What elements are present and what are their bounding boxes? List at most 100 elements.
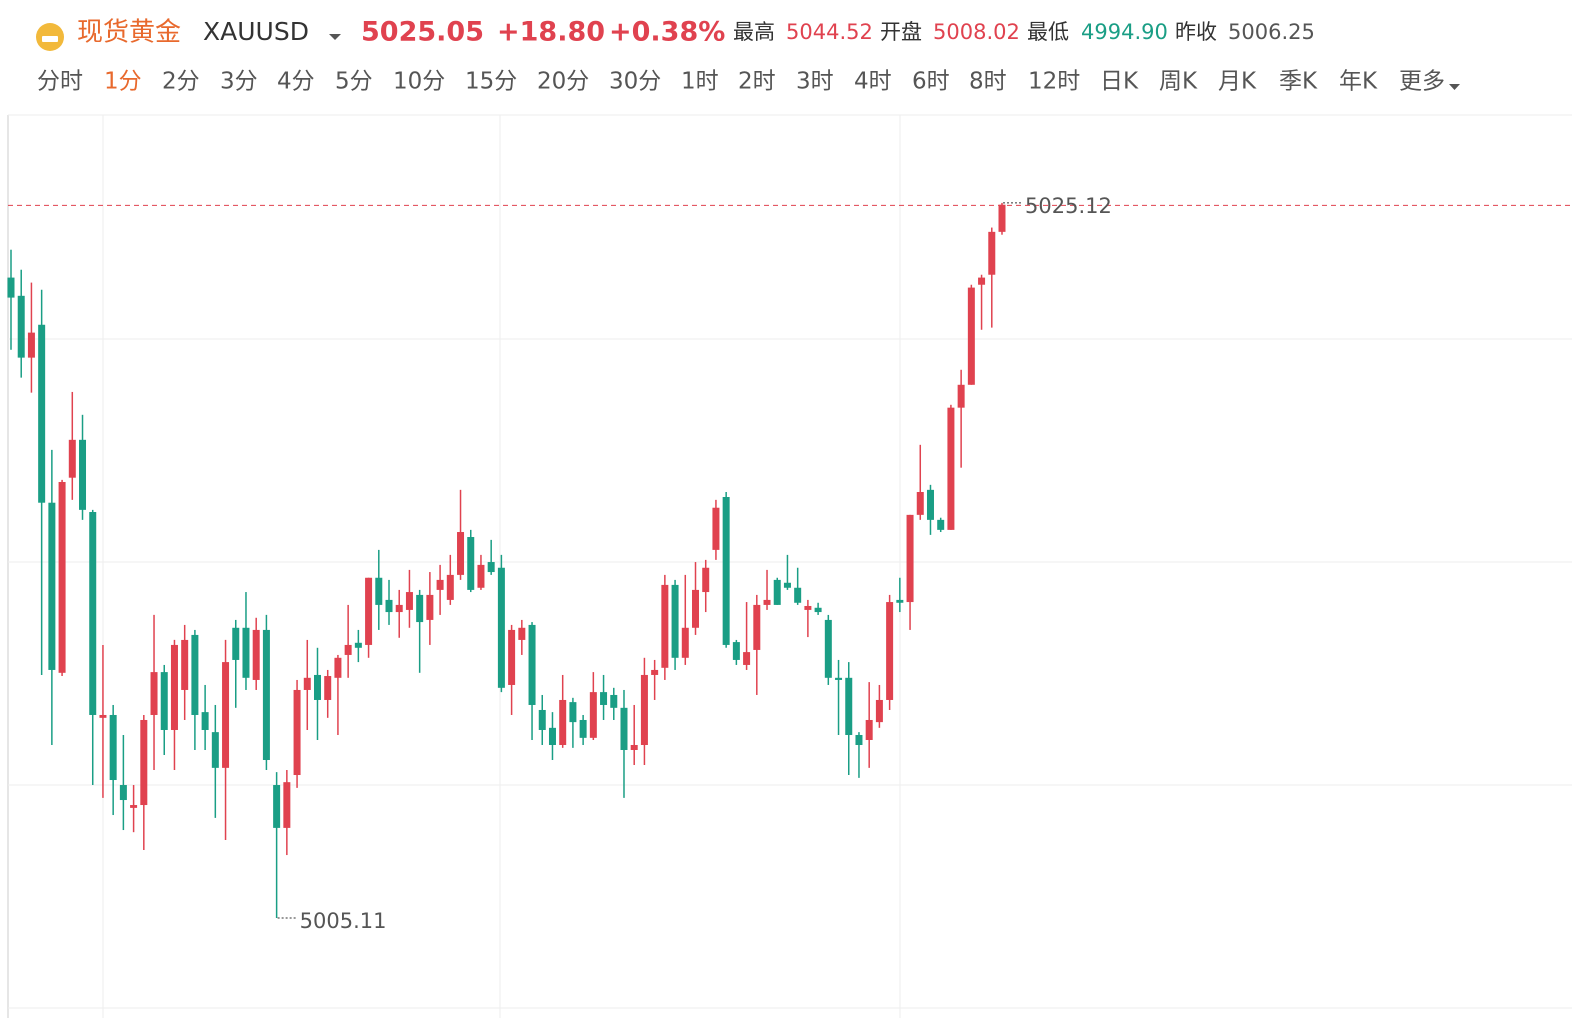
extreme-label: 5005.11: [300, 909, 387, 933]
candle-body: [559, 699, 567, 745]
candle-body: [17, 295, 25, 358]
candle-body: [68, 439, 76, 478]
candle-body: [947, 407, 955, 530]
stat-value: 5044.52: [786, 20, 873, 44]
candle-body: [375, 577, 383, 605]
timeframe-tab[interactable]: 2时: [738, 69, 776, 95]
gold-icon-bar: [42, 36, 58, 42]
candle-body: [201, 712, 209, 730]
candle-body: [395, 604, 403, 613]
candle-body: [978, 277, 986, 285]
candle-body: [99, 714, 107, 718]
candle-body: [548, 727, 556, 745]
candle-body: [313, 674, 321, 700]
candle-body: [671, 584, 679, 658]
candle-body: [497, 567, 505, 688]
timeframe-tab[interactable]: 15分: [465, 69, 517, 95]
extreme-label: 5025.12: [1025, 194, 1112, 218]
timeframe-tab[interactable]: 3时: [796, 69, 834, 95]
candle-body: [926, 489, 934, 520]
timeframe-tab[interactable]: 年K: [1339, 69, 1378, 95]
candle-body: [906, 514, 914, 603]
candle-body: [814, 607, 822, 613]
price: 5025.05: [361, 17, 484, 48]
more-caret[interactable]: [1449, 84, 1460, 90]
candle-body: [702, 567, 710, 593]
candle-body: [344, 644, 352, 655]
timeframe-tab[interactable]: 更多: [1399, 69, 1445, 95]
candle-body: [957, 384, 965, 408]
candle-body: [426, 594, 434, 620]
candle-body: [405, 592, 413, 610]
candle-body: [119, 785, 127, 801]
candle-body: [130, 805, 138, 808]
symbol[interactable]: XAUUSD: [203, 17, 309, 46]
candle-body: [160, 672, 168, 730]
timeframe-tab[interactable]: 5分: [335, 69, 373, 95]
timeframe-tab[interactable]: 6时: [912, 69, 950, 95]
timeframe-tab[interactable]: 2分: [162, 69, 200, 95]
candle-body: [538, 709, 546, 730]
candle-body: [293, 689, 301, 776]
timeframe-tab[interactable]: 20分: [537, 69, 589, 95]
candle-body: [528, 624, 536, 705]
candle-body: [436, 579, 444, 590]
timeframe-tab[interactable]: 季K: [1279, 69, 1318, 95]
candle-body: [477, 564, 485, 588]
candle-body: [692, 589, 700, 628]
timeframe-tab[interactable]: 日K: [1100, 69, 1139, 95]
instrument-name: 现货黄金: [77, 18, 181, 48]
stat-label: 开盘: [880, 20, 922, 44]
candle-body: [804, 605, 812, 610]
timeframe-tab[interactable]: 30分: [609, 69, 661, 95]
candle-body: [283, 782, 291, 828]
change: +18.80: [497, 17, 605, 48]
candle-body: [385, 599, 393, 613]
candle-body: [988, 231, 996, 275]
candle-body: [252, 629, 260, 680]
stat-label: 最高: [733, 20, 775, 44]
candle-body: [896, 599, 904, 603]
candle-body: [845, 677, 853, 735]
candle-body: [211, 732, 219, 768]
timeframe-tab[interactable]: 10分: [393, 69, 445, 95]
candle-body: [712, 507, 720, 550]
candle-body: [753, 604, 761, 650]
candle-body: [763, 599, 771, 605]
candle-body: [232, 627, 240, 660]
timeframe-tab[interactable]: 分时: [37, 69, 83, 95]
candle-body: [58, 481, 66, 673]
candle-body: [875, 699, 883, 723]
candle-body: [303, 677, 311, 690]
candle-body: [743, 652, 751, 665]
candle-body: [109, 714, 117, 781]
stat-label: 昨收: [1175, 20, 1217, 44]
timeframe-tab[interactable]: 1分: [104, 69, 142, 95]
stat-value: 4994.90: [1081, 20, 1168, 44]
timeframe-tab[interactable]: 周K: [1159, 69, 1198, 95]
timeframe-tab[interactable]: 3分: [220, 69, 258, 95]
candle-body: [937, 519, 945, 530]
timeframe-tab[interactable]: 1时: [681, 69, 719, 95]
stat-value: 5008.02: [933, 20, 1020, 44]
timeframe-tab[interactable]: 8时: [969, 69, 1007, 95]
timeframe-tab[interactable]: 月K: [1218, 69, 1257, 95]
candle-body: [334, 657, 342, 678]
candle-body: [916, 491, 924, 515]
candle-body: [79, 439, 87, 510]
candle-body: [589, 692, 597, 738]
stat-label: 最低: [1027, 20, 1069, 44]
candle-body: [610, 694, 618, 708]
candle-body: [27, 332, 35, 358]
timeframe-tab[interactable]: 4时: [854, 69, 892, 95]
candle-body: [324, 676, 332, 700]
candle-body: [732, 642, 740, 660]
timeframe-tab[interactable]: 4分: [277, 69, 315, 95]
candle-body: [518, 627, 526, 640]
candle-body: [181, 639, 189, 690]
timeframe-tab[interactable]: 12时: [1028, 69, 1080, 95]
candle-body: [508, 629, 516, 685]
candle-body: [661, 584, 669, 668]
candle-body: [640, 674, 648, 745]
symbol-caret[interactable]: [329, 34, 341, 40]
